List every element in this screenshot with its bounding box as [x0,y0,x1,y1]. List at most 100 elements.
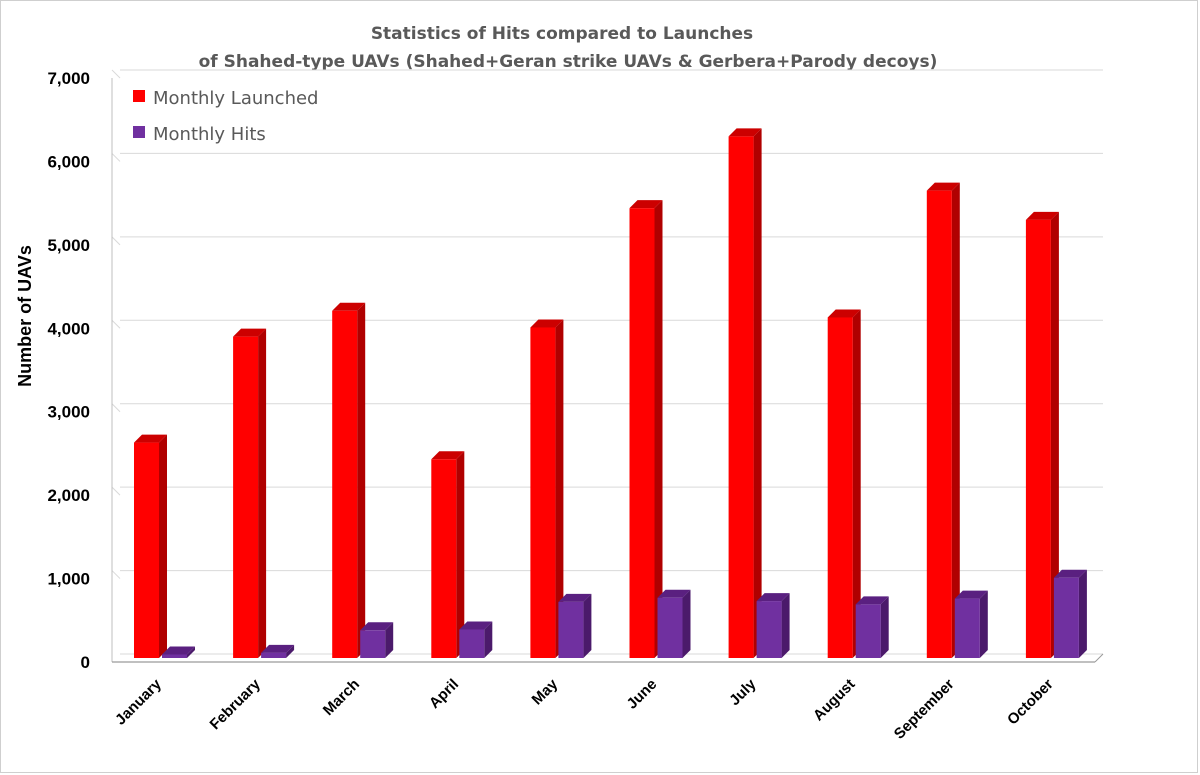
x-tick-label: September [891,676,958,743]
hits-bar-top [162,646,195,655]
hits-bar-side [682,589,691,658]
launched-bar-top [134,434,167,443]
hits-bar-side [286,644,295,658]
x-tick-label: January [112,675,165,728]
y-tick-label: 2,000 [47,486,90,505]
hits-bar-side [880,596,889,658]
hits-bar-top [954,590,988,599]
legend: Monthly Launched Monthly Hits [133,88,318,145]
x-tick-label: October [1004,676,1057,729]
legend-label-launched: Monthly Launched [153,88,318,109]
hits-bar [1053,569,1087,658]
gridline-depth [111,486,121,496]
x-tick-label: June [624,676,661,713]
y-tick-label: 0 [81,653,90,672]
launched-bar-top [827,309,861,318]
hits-bar-top [657,589,691,598]
hits-bar [162,646,195,658]
x-tick-label: February [207,675,265,733]
launched-bar-side [1050,211,1059,659]
legend-label-hits: Monthly Hits [153,124,266,145]
launched-bar [926,182,960,658]
x-tick-label: August [810,676,859,725]
hits-bar [657,589,691,658]
hits-bar-top [459,621,493,630]
hits-bar-top [360,622,394,631]
launched-bar-top [728,128,762,137]
hits-bar-front [162,654,187,658]
launched-bar [728,128,762,658]
hits-bar-side [979,590,988,658]
launched-bar [530,319,564,658]
hits-bar [855,596,889,658]
launched-bar-top [233,328,267,337]
launched-bar-side [357,302,366,658]
legend-swatch-launched [133,90,145,102]
launched-bar-top [431,451,465,460]
chart-title-line-2: of Shahed-type UAVs (Shahed+Geran strike… [199,52,938,72]
y-tick-label: 4,000 [47,319,90,338]
hits-bar [459,621,493,658]
hits-bar [954,590,988,658]
launched-bar-top [530,319,564,328]
launched-bar [827,309,861,658]
launched-bar-front [134,442,159,658]
gridline-depth [111,319,121,329]
launched-bar-top [629,200,663,209]
legend-swatch-hits [133,126,145,138]
launched-bar-front [827,317,853,658]
hits-bar-front [657,597,683,658]
launched-bar-side [951,182,960,658]
gridline-depth [111,69,121,79]
y-tick-label: 5,000 [47,236,90,255]
launched-bar-front [431,459,457,658]
launched-bar-side [654,200,663,659]
hits-bar-top [855,596,889,605]
y-tick-label: 1,000 [47,570,90,589]
launched-bar-side [753,128,762,658]
hits-bar-front [855,604,881,658]
hits-bar-front [756,601,782,658]
y-axis-label: Number of UAVs [15,245,35,387]
gridline-depth [111,236,121,246]
y-tick-label: 7,000 [47,69,90,88]
x-tick-label: July [726,675,760,709]
x-tick-label: April [426,676,462,712]
launched-bar [134,434,167,658]
launched-bar-front [233,336,259,658]
hits-bar-side [1078,569,1087,658]
hits-bar-side [187,646,195,658]
floor-edge [1094,653,1104,663]
hits-bar-top [1053,569,1087,578]
hits-bar [261,644,295,658]
launched-bar-front [332,310,358,658]
hits-bar-front [360,630,386,658]
launched-bar-top [1025,211,1059,220]
hits-bar-side [781,593,790,658]
hits-bar [360,622,394,658]
launched-bar-side [555,319,564,658]
hits-bar-top [261,644,295,653]
launched-bar-side [456,451,465,658]
hits-bar-front [1053,577,1079,658]
launched-bar-top [332,302,366,311]
launched-bar-front [629,208,655,659]
launched-bar-side [852,309,861,658]
y-tick-label: 3,000 [47,403,90,422]
x-tick-label: May [529,675,562,708]
launched-bar-front [926,190,952,658]
launched-bar-front [728,136,754,658]
hits-bar-front [558,601,584,658]
launched-bar [233,328,267,658]
hits-bar-side [583,593,592,658]
launched-bar-front [1025,219,1051,659]
launched-bar [332,302,366,658]
launched-bar [431,451,465,658]
hits-bar-top [558,593,592,602]
hits-bar-side [484,621,493,658]
launched-bar-front [530,327,556,658]
x-tick-label: March [320,676,363,719]
bars [134,128,1087,659]
